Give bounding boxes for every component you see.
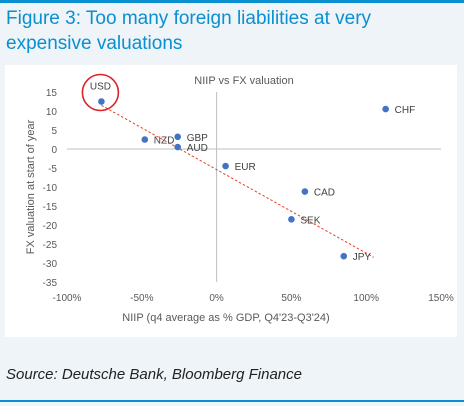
data-point-usd <box>98 98 105 105</box>
point-label: CHF <box>395 105 416 116</box>
x-tick-label: 50% <box>281 293 301 304</box>
y-tick-label: 0 <box>51 145 57 156</box>
x-tick-label: -100% <box>53 293 82 304</box>
source-note: Source: Deutsche Bank, Bloomberg Finance <box>6 366 302 383</box>
y-tick-label: -5 <box>48 164 57 175</box>
y-tick-label: 15 <box>46 88 58 99</box>
top-rule <box>0 0 464 3</box>
highlight-circle <box>81 73 120 112</box>
data-point-nzd <box>141 136 149 143</box>
data-point-aud <box>174 143 182 151</box>
figure-title: Figure 3: Too many foreign liabilities a… <box>6 8 372 54</box>
y-tick-label: -30 <box>43 259 58 270</box>
x-tick-label: -50% <box>130 293 153 304</box>
y-tick-label: -20 <box>43 221 58 232</box>
y-tick-label: 10 <box>46 107 58 118</box>
x-tick-label: 100% <box>353 293 379 304</box>
scatter-chart: NIIP vs FX valuation FX valuation at sta… <box>25 73 454 324</box>
data-point-eur <box>222 162 229 170</box>
y-axis-label: FX valuation at start of year <box>25 119 37 254</box>
data-point-jpy <box>340 252 348 260</box>
point-label: CAD <box>314 188 335 199</box>
axes <box>67 92 441 282</box>
y-tick-label: -10 <box>43 183 58 194</box>
point-label: EUR <box>235 162 256 173</box>
tick-labels: 15 10 5 0 -5 -10 -15 -20 -25 -30 -35 -100% -50% 0% 50%… <box>43 88 454 304</box>
y-tick-label: -15 <box>43 202 58 213</box>
data-point-sek <box>288 216 295 223</box>
chart-title: NIIP vs FX valuation <box>194 75 293 87</box>
data-point-gbp <box>174 133 182 141</box>
x-tick-label: 150% <box>428 293 454 304</box>
point-label: USD <box>90 82 111 93</box>
point-label: AUD <box>187 143 208 154</box>
point-label: GBP <box>187 133 208 144</box>
bottom-rule <box>0 400 464 402</box>
y-tick-label: -25 <box>43 240 58 251</box>
data-point-chf <box>382 105 389 113</box>
chart-card: NIIP vs FX valuation FX valuation at sta… <box>5 65 457 337</box>
y-tick-label: -35 <box>43 278 58 289</box>
x-axis-label: NIIP (q4 average as % GDP, Q4'23-Q3'24) <box>122 312 329 324</box>
point-label: NZD <box>154 136 175 147</box>
trendline-group <box>101 104 374 258</box>
point-label: JPY <box>353 252 372 263</box>
trendline <box>101 104 374 258</box>
data-point-cad <box>301 188 309 195</box>
x-tick-label: 0% <box>209 293 224 304</box>
point-label: SEK <box>300 215 320 226</box>
y-tick-label: 5 <box>51 126 57 137</box>
points: USD CHF GBP NZD AUD EUR CAD SEK JPY <box>81 73 416 263</box>
